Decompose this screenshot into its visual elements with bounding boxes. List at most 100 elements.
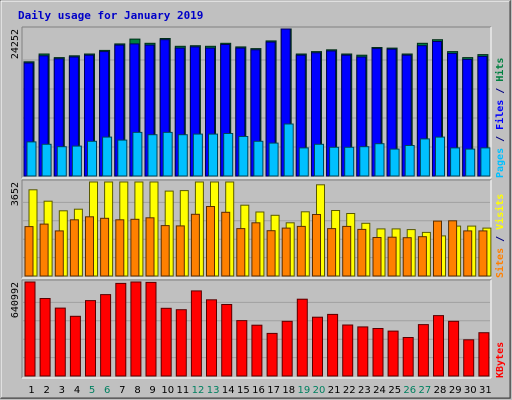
kbytes-bar-day-26: [402, 337, 414, 377]
sites-bar-day-30: [463, 230, 473, 277]
kbytes-bar-day-8: [130, 281, 142, 377]
sites-bar-day-17: [266, 230, 276, 277]
legend-part: Pages: [495, 148, 506, 178]
y-max-label: 640992: [10, 282, 21, 318]
sites-bar-day-4: [69, 219, 79, 277]
kbytes-bar-day-21: [327, 313, 339, 377]
legend-part: Hits: [494, 58, 506, 82]
x-tick-day-15: 15: [237, 385, 250, 396]
x-tick-day-23: 23: [358, 385, 371, 396]
pages-bar-day-21: [329, 146, 340, 177]
x-tick-day-29: 29: [449, 385, 462, 396]
x-tick-day-8: 8: [134, 385, 140, 396]
sites-bar-day-14: [221, 211, 231, 277]
kbytes-bar-day-25: [387, 330, 399, 377]
pages-bar-day-3: [56, 146, 67, 177]
pages-bar-day-25: [389, 148, 400, 177]
y-max-label: 24252: [10, 29, 21, 59]
pages-bar-day-29: [450, 147, 461, 177]
x-tick-day-20: 20: [313, 385, 326, 396]
sites-bar-day-9: [145, 217, 155, 277]
kbytes-bar-day-6: [100, 294, 112, 377]
pages-bar-day-19: [298, 147, 309, 177]
kbytes-bar-day-12: [190, 290, 202, 377]
panel-hits-files-pages: 24252 Pages / Files / Hits: [10, 26, 506, 179]
kbytes-bar-day-31: [478, 332, 490, 377]
pages-bar-day-2: [41, 143, 52, 177]
x-tick-day-10: 10: [161, 385, 174, 396]
sites-bar-day-3: [54, 230, 64, 277]
x-tick-day-3: 3: [59, 385, 65, 396]
kbytes-bar-day-18: [281, 320, 293, 377]
legend-part: /: [495, 82, 506, 100]
x-tick-day-24: 24: [373, 385, 386, 396]
x-tick-day-14: 14: [222, 385, 235, 396]
series-legend: Sites / Visits: [494, 194, 506, 278]
x-tick-day-31: 31: [479, 385, 492, 396]
sites-bar-day-1: [24, 226, 34, 277]
chart-panels: 24252 Pages / Files / Hits 3652 Sites / Vis…: [10, 26, 506, 379]
x-tick-day-17: 17: [267, 385, 280, 396]
x-tick-day-2: 2: [44, 385, 50, 396]
legend-part: Visits: [494, 194, 506, 230]
sites-bar-day-12: [190, 213, 200, 277]
pages-bar-day-24: [374, 143, 385, 177]
pages-bar-day-14: [223, 133, 234, 177]
sites-bar-day-7: [115, 219, 125, 277]
pages-bar-day-17: [268, 142, 279, 177]
kbytes-bar-day-20: [312, 316, 323, 377]
pages-bar-day-5: [87, 140, 97, 177]
sites-bar-day-16: [251, 222, 261, 277]
legend-part: /: [495, 130, 506, 148]
pages-bar-day-20: [314, 143, 324, 177]
legend-part: KBytes: [495, 342, 506, 378]
sites-bar-day-27: [417, 236, 427, 277]
pages-bar-day-22: [344, 146, 355, 177]
x-tick-day-6: 6: [104, 385, 110, 396]
pages-bar-day-15: [238, 136, 249, 177]
kbytes-bar-day-5: [85, 300, 96, 377]
pages-bar-day-12: [192, 133, 203, 177]
pages-bar-day-27: [419, 138, 430, 177]
pages-bar-day-13: [208, 133, 218, 177]
pages-bar-day-31: [480, 147, 491, 177]
sites-bar-day-26: [402, 237, 412, 277]
x-tick-day-7: 7: [119, 385, 125, 396]
kbytes-bar-day-28: [433, 315, 444, 377]
sites-bar-day-29: [448, 220, 458, 277]
pages-bar-day-26: [404, 145, 415, 177]
sites-bar-day-11: [175, 225, 185, 277]
sites-bar-day-13: [206, 206, 215, 277]
x-tick-day-18: 18: [282, 385, 295, 396]
kbytes-bar-day-17: [266, 332, 278, 377]
sites-bar-day-20: [312, 214, 321, 277]
pages-bar-day-9: [147, 134, 158, 177]
panel-kbytes: 640992 KBytes: [10, 279, 506, 379]
sites-bar-day-6: [100, 217, 110, 277]
x-axis-day-labels: 1 2 3 4 5 6 7 8 9 10 11 12 13 14 15 16 17 18 19 20 21 22 23 24 2…: [28, 385, 491, 396]
x-tick-day-9: 9: [149, 385, 155, 396]
kbytes-bar-day-2: [39, 298, 51, 377]
kbytes-bar-day-1: [24, 281, 36, 377]
pages-bar-day-4: [71, 145, 82, 177]
kbytes-bar-day-10: [160, 307, 172, 377]
x-tick-day-22: 22: [343, 385, 356, 396]
x-tick-day-1: 1: [28, 385, 34, 396]
x-tick-day-30: 30: [464, 385, 477, 396]
kbytes-bar-day-13: [206, 299, 217, 377]
pages-bar-day-23: [359, 146, 370, 177]
kbytes-bar-day-24: [372, 328, 384, 377]
pages-bar-day-8: [132, 131, 143, 177]
pages-bar-day-28: [435, 136, 445, 177]
sites-bar-day-22: [342, 225, 352, 277]
sites-bar-day-18: [281, 227, 291, 277]
series-legend: Pages / Files / Hits: [494, 58, 506, 178]
kbytes-bar-day-4: [69, 315, 81, 377]
sites-bar-day-31: [478, 230, 488, 277]
x-tick-day-28: 28: [434, 385, 447, 396]
sites-bar-day-15: [236, 228, 246, 277]
x-tick-day-11: 11: [177, 385, 190, 396]
kbytes-bar-day-9: [145, 281, 157, 377]
sites-bar-day-2: [39, 223, 49, 277]
pages-bar-day-11: [177, 134, 188, 177]
